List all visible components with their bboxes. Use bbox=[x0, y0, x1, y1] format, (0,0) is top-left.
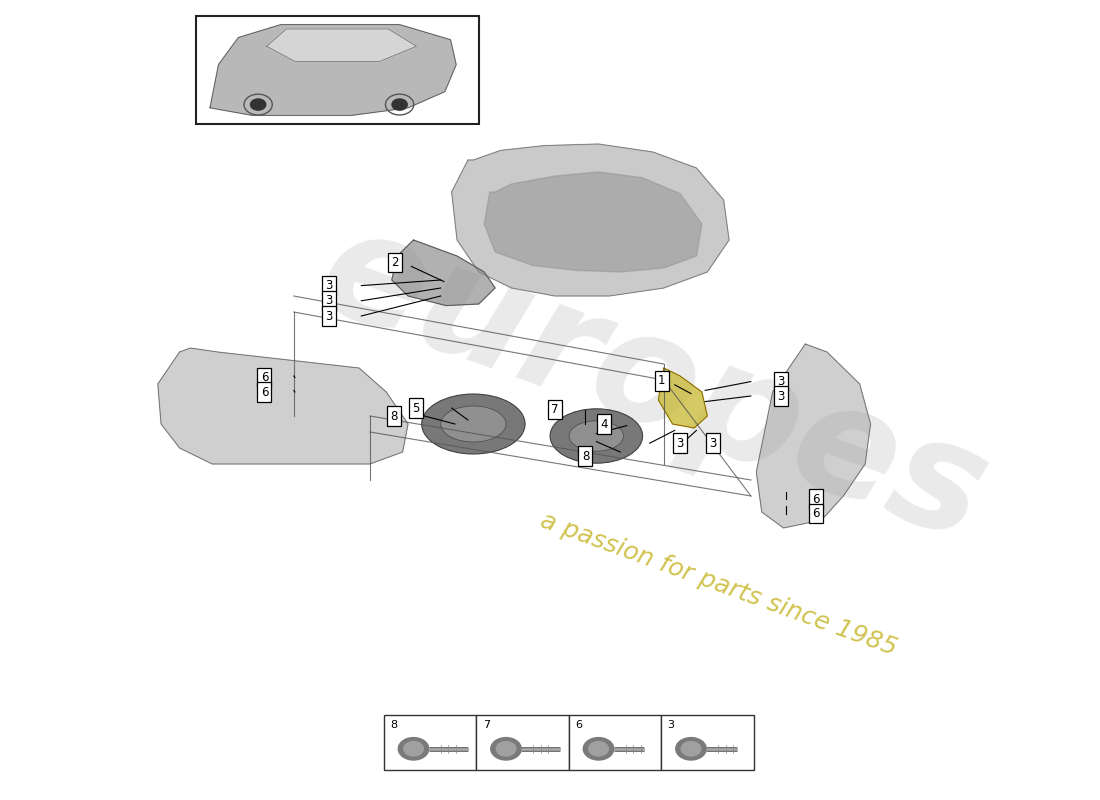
Text: 8: 8 bbox=[390, 720, 397, 730]
Circle shape bbox=[496, 742, 516, 756]
Polygon shape bbox=[392, 240, 495, 306]
Text: 6: 6 bbox=[575, 720, 582, 730]
Text: 3: 3 bbox=[324, 279, 332, 292]
Text: 8: 8 bbox=[582, 450, 590, 462]
Text: a passion for parts since 1985: a passion for parts since 1985 bbox=[537, 508, 900, 660]
Text: 2: 2 bbox=[392, 256, 399, 269]
Circle shape bbox=[675, 738, 706, 760]
Text: 6: 6 bbox=[813, 493, 820, 506]
Text: 6: 6 bbox=[813, 507, 820, 520]
Polygon shape bbox=[452, 144, 729, 296]
Text: 7: 7 bbox=[551, 403, 559, 416]
Bar bbox=[569, 715, 661, 770]
Circle shape bbox=[398, 738, 429, 760]
Polygon shape bbox=[484, 172, 702, 272]
Text: 8: 8 bbox=[390, 410, 397, 422]
Text: 3: 3 bbox=[668, 720, 674, 730]
Text: 3: 3 bbox=[778, 375, 785, 388]
Text: 3: 3 bbox=[676, 437, 684, 450]
Bar bbox=[196, 16, 478, 124]
Circle shape bbox=[392, 99, 407, 110]
Text: 6: 6 bbox=[261, 386, 268, 398]
Circle shape bbox=[251, 99, 266, 110]
Ellipse shape bbox=[441, 406, 506, 442]
Circle shape bbox=[681, 742, 701, 756]
Bar bbox=[661, 715, 754, 770]
Text: 1: 1 bbox=[658, 374, 666, 387]
Bar bbox=[476, 715, 569, 770]
Ellipse shape bbox=[569, 421, 624, 451]
Polygon shape bbox=[210, 25, 456, 115]
Text: 7: 7 bbox=[483, 720, 490, 730]
Text: 3: 3 bbox=[710, 437, 716, 450]
Circle shape bbox=[588, 742, 608, 756]
Polygon shape bbox=[757, 344, 870, 528]
Text: 3: 3 bbox=[324, 310, 332, 322]
Circle shape bbox=[404, 742, 424, 756]
Circle shape bbox=[583, 738, 614, 760]
Text: 3: 3 bbox=[324, 294, 332, 307]
Text: 4: 4 bbox=[601, 418, 607, 430]
Ellipse shape bbox=[421, 394, 525, 454]
Polygon shape bbox=[157, 348, 408, 464]
Polygon shape bbox=[266, 29, 417, 62]
Text: 3: 3 bbox=[778, 390, 785, 402]
Polygon shape bbox=[659, 368, 707, 428]
Circle shape bbox=[491, 738, 521, 760]
Text: 5: 5 bbox=[412, 402, 419, 414]
Ellipse shape bbox=[550, 409, 642, 463]
Text: 6: 6 bbox=[261, 371, 268, 384]
Text: europes: europes bbox=[300, 195, 1005, 573]
Bar bbox=[384, 715, 476, 770]
